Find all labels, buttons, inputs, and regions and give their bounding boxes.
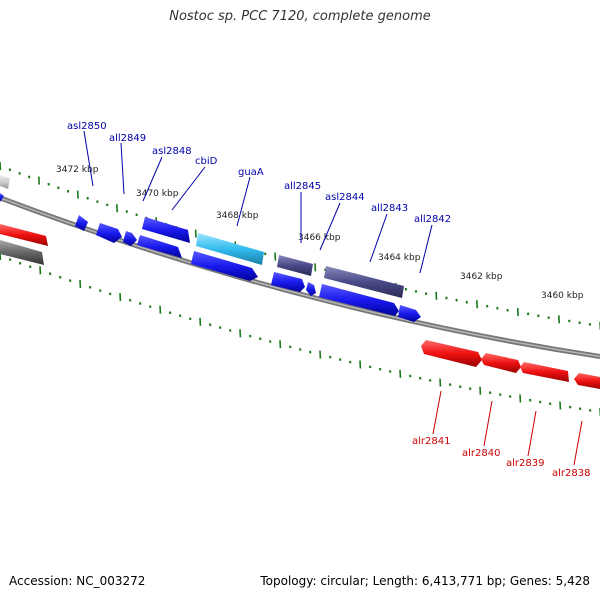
forward-gene-labels: alr2841 alr2840 alr2839 alr2838 [412, 436, 590, 479]
scale-label-3468: 3468 kbp [216, 211, 259, 221]
gene-arrow-cbiD-upper[interactable] [142, 217, 190, 243]
gene-label-alr2839[interactable]: alr2839 [506, 458, 544, 469]
gene-arrow-guaA[interactable] [196, 233, 264, 265]
gene-arrow-alr2841[interactable] [421, 340, 482, 367]
gene-arrow-asl2844[interactable] [306, 282, 316, 296]
scale-label-3462: 3462 kbp [460, 272, 503, 282]
gene-arrow-asl2848[interactable] [123, 231, 137, 246]
gene-arrow-alr2839[interactable] [520, 362, 569, 382]
gene-arrow-all2849[interactable] [96, 223, 122, 243]
gene-arrow-all2845[interactable] [277, 255, 313, 276]
gene-label-leader-lines [83, 130, 583, 466]
gene-label-all2843[interactable]: all2843 [371, 203, 408, 214]
gene-label-cbiD[interactable]: cbiD [195, 156, 218, 167]
scale-label-3472: 3472 kbp [56, 165, 99, 175]
gene-arrow-alr2840[interactable] [481, 353, 521, 373]
accession-text: Accession: NC_003272 [9, 574, 146, 588]
gene-arrow-guaA-lower[interactable] [191, 251, 258, 281]
forward-strand-genes [0, 224, 600, 389]
scale-label-3470: 3470 kbp [136, 189, 179, 199]
gene-arrow-offscreen-red[interactable] [0, 224, 48, 246]
gene-label-alr2840[interactable]: alr2840 [462, 448, 500, 459]
gene-arrow-alr2838[interactable] [574, 373, 600, 389]
genome-backbone [0, 195, 600, 360]
gene-label-all2845[interactable]: all2845 [284, 181, 321, 192]
gene-arrow-all2843[interactable] [324, 266, 404, 298]
scale-label-3464: 3464 kbp [378, 253, 421, 263]
gene-arrow-cbiD-lower[interactable] [137, 235, 182, 258]
gene-label-asl2848[interactable]: asl2848 [152, 146, 192, 157]
gene-arrow-offscreen-darkgrey[interactable] [0, 240, 44, 265]
reverse-strand-genes [0, 175, 421, 322]
gene-arrow-offscreen-blue[interactable] [0, 193, 4, 202]
gene-label-asl2850[interactable]: asl2850 [67, 121, 107, 132]
gene-label-all2849[interactable]: all2849 [109, 133, 146, 144]
gene-arrow-asl2850[interactable] [75, 215, 88, 231]
gene-label-asl2844[interactable]: asl2844 [325, 192, 365, 203]
gene-arrow-offscreen-grey[interactable] [0, 175, 10, 189]
scale-label-3466: 3466 kbp [298, 233, 341, 243]
gene-arrow-all2843-lower[interactable] [319, 284, 399, 316]
gene-arrow-all2842[interactable] [398, 305, 421, 322]
gene-label-alr2841[interactable]: alr2841 [412, 436, 450, 447]
scale-label-3460: 3460 kbp [541, 291, 584, 301]
scale-labels: 3472 kbp 3470 kbp 3468 kbp 3466 kbp 3464… [56, 165, 584, 301]
genome-summary-text: Topology: circular; Length: 6,413,771 bp… [260, 574, 590, 588]
reverse-gene-labels: asl2850 all2849 asl2848 cbiD guaA all284… [67, 121, 451, 225]
gene-arrow-all2845-lower[interactable] [271, 272, 305, 292]
gene-label-guaA[interactable]: guaA [238, 167, 264, 178]
map-title: Nostoc sp. PCC 7120, complete genome [169, 9, 431, 24]
gene-label-all2842[interactable]: all2842 [414, 214, 451, 225]
gene-label-alr2838[interactable]: alr2838 [552, 468, 590, 479]
